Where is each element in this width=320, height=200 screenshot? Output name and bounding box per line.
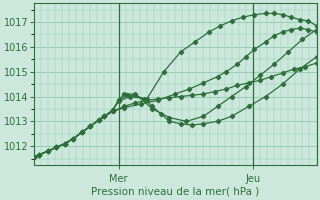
X-axis label: Pression niveau de la mer( hPa ): Pression niveau de la mer( hPa ) [91,187,259,197]
